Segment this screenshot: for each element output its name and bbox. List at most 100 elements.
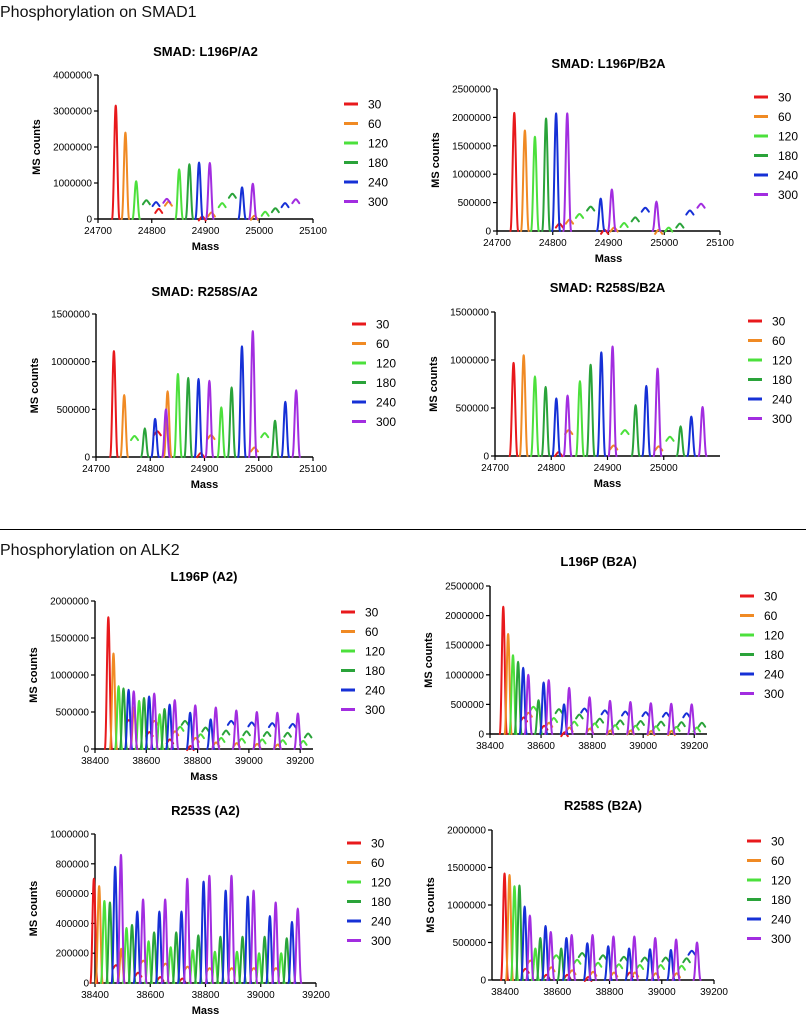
peak-mark	[119, 394, 129, 458]
peak-mark	[151, 201, 161, 208]
legend-label: 30	[771, 835, 785, 849]
y-tick-label: 1500000	[445, 641, 484, 652]
y-tick-label: 200000	[56, 949, 90, 960]
x-tick-label: 24700	[84, 226, 112, 237]
peak-mark	[686, 415, 697, 457]
x-tick-label: 25100	[299, 226, 327, 237]
peak-mark	[605, 729, 615, 736]
peak-mark	[116, 853, 126, 984]
peak-mark	[614, 963, 624, 970]
peak-mark	[562, 112, 573, 232]
y-tick-label: 0	[480, 976, 486, 987]
section-title-smad1: Phosphorylation on SMAD1	[0, 4, 197, 21]
peak-mark	[273, 743, 282, 750]
legend-label: 60	[376, 337, 390, 351]
peak-mark	[551, 954, 561, 961]
peak-mark	[549, 717, 559, 724]
x-tick-label: 24900	[191, 464, 219, 475]
peak-mark	[546, 930, 556, 981]
peak-mark	[291, 198, 301, 205]
peak-mark	[182, 877, 192, 984]
y-tick-label: 0	[84, 453, 90, 464]
legend-label: 240	[764, 668, 784, 682]
y-tick-label: 1000000	[50, 671, 89, 682]
peak-mark	[154, 207, 164, 214]
x-tick-label: 38600	[543, 987, 571, 998]
peak-mark	[196, 733, 205, 740]
x-tick-label: 39200	[302, 990, 330, 1001]
y-tick-label: 1500000	[447, 863, 486, 874]
peak-mark	[132, 910, 142, 984]
y-tick-label: 1000000	[447, 901, 486, 912]
x-axis-label: Mass	[192, 1005, 220, 1017]
peak-mark	[205, 161, 215, 220]
peak-mark	[237, 345, 247, 458]
x-tick-label: 38800	[184, 756, 212, 767]
y-tick-label: 2500000	[445, 582, 484, 593]
peak-mark	[160, 898, 170, 984]
peak-mark	[180, 719, 190, 726]
peak-mark	[567, 933, 577, 981]
y-axis-label: MS counts	[29, 358, 41, 414]
x-tick-label: 24700	[483, 238, 511, 249]
peak-mark	[174, 168, 184, 220]
peak-mark	[520, 129, 530, 232]
legend-label: 240	[368, 176, 388, 190]
x-axis-label: Mass	[191, 479, 219, 491]
y-tick-label: 2000000	[452, 113, 491, 124]
y-tick-label: 0	[86, 215, 92, 226]
legend-label: 300	[771, 932, 791, 946]
peak-mark	[265, 914, 275, 984]
y-tick-label: 0	[83, 745, 89, 756]
peak-mark	[267, 722, 277, 729]
chart-title: L196P (B2A)	[560, 554, 636, 569]
peak-mark	[217, 202, 227, 209]
y-axis-label: MS counts	[425, 877, 437, 933]
peak-mark	[199, 880, 209, 984]
y-tick-label: 0	[83, 979, 89, 990]
peak-mark	[175, 725, 185, 732]
peak-mark	[666, 702, 676, 735]
peak-mark	[216, 736, 226, 743]
legend-label: 180	[778, 149, 798, 163]
peak-mark	[154, 910, 164, 984]
peak-mark	[651, 200, 662, 232]
y-tick-label: 500000	[458, 198, 492, 209]
peak-mark	[560, 731, 569, 738]
peak-mark	[252, 710, 262, 750]
legend-label: 300	[371, 934, 391, 948]
peak-mark	[221, 729, 231, 736]
peak-mark	[150, 417, 160, 458]
x-tick-label: 24800	[539, 238, 567, 249]
peak-mark	[574, 212, 585, 219]
y-tick-label: 3000000	[53, 107, 92, 118]
y-tick-label: 1000000	[50, 830, 89, 841]
legend-label: 180	[376, 376, 396, 390]
legend-label: 60	[772, 334, 786, 348]
peak-mark	[605, 699, 615, 735]
peak-mark	[530, 375, 540, 457]
peak-mark	[626, 729, 635, 736]
peak-mark	[580, 707, 589, 714]
peak-mark	[161, 408, 171, 458]
peak-mark	[621, 710, 630, 717]
x-tick-label: 38600	[132, 756, 160, 767]
peak-mark	[636, 719, 645, 726]
x-tick-label: 24700	[481, 463, 509, 474]
peak-mark	[131, 180, 141, 220]
peak-mark	[149, 692, 159, 750]
y-tick-label: 1500000	[50, 634, 89, 645]
peak-mark	[615, 719, 625, 726]
y-tick-label: 600000	[56, 889, 90, 900]
x-tick-label: 38800	[578, 741, 606, 752]
legend-label: 240	[778, 169, 798, 183]
legend-label: 120	[368, 137, 388, 151]
peak-mark	[575, 380, 585, 457]
peak-mark	[221, 889, 231, 984]
peak-mark	[667, 730, 676, 737]
peak-mark	[630, 216, 640, 223]
y-axis-label: MS counts	[28, 881, 40, 937]
y-tick-label: 500000	[453, 938, 487, 949]
legend-label: 30	[376, 318, 390, 332]
